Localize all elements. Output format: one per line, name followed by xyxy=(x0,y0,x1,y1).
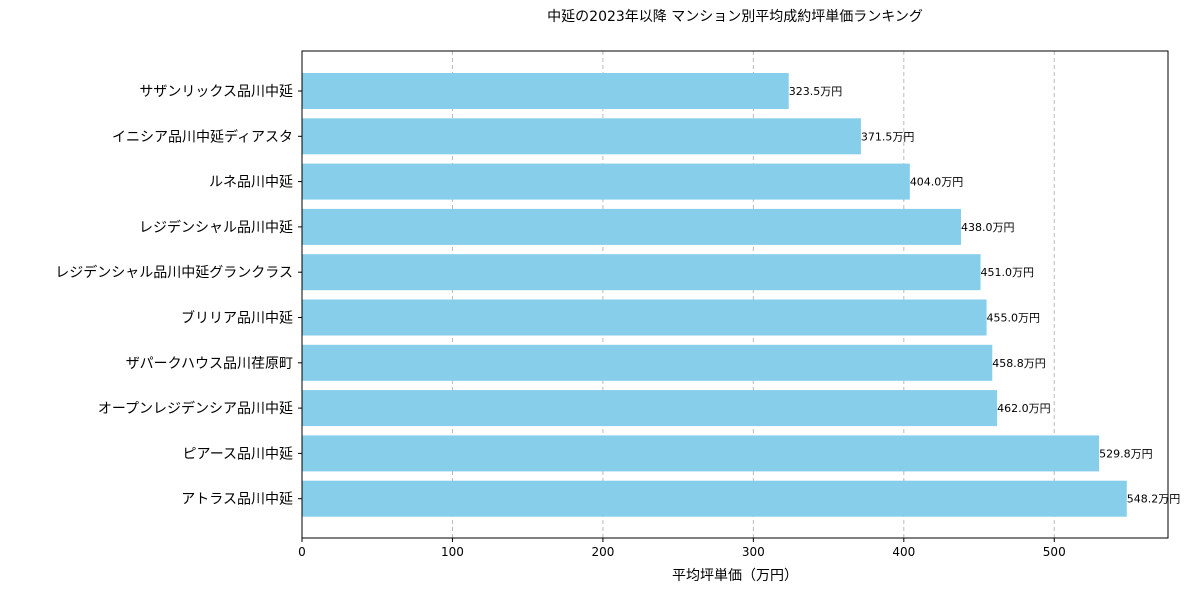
data-label: 455.0万円 xyxy=(987,312,1040,325)
bar xyxy=(302,118,861,155)
y-tick-label: ブリリア品川中延 xyxy=(181,310,293,327)
y-tick-label: ザパークハウス品川荏原町 xyxy=(126,356,293,372)
data-label: 529.8万円 xyxy=(1099,447,1153,460)
y-tick-label: レジデンシャル品川中延 xyxy=(139,219,293,236)
y-tick-label: ピアース品川中延 xyxy=(183,446,293,462)
bar xyxy=(302,299,987,336)
y-tick-label: サザンリックス品川中延 xyxy=(139,84,293,100)
y-tick-label: アトラス品川中延 xyxy=(181,492,293,508)
chart-title: 中延の2023年以降 マンション別平均成約坪単価ランキング xyxy=(547,9,923,25)
y-tick-label: ルネ品川中延 xyxy=(209,175,293,191)
data-label: 371.5万円 xyxy=(861,130,915,143)
bar xyxy=(302,73,789,109)
bar xyxy=(302,390,998,427)
data-label: 458.8万円 xyxy=(992,357,1046,370)
y-tick-label: オープンレジデンシア品川中延 xyxy=(98,400,293,417)
bar xyxy=(302,344,993,381)
data-label: 548.2万円 xyxy=(1127,493,1181,506)
bar xyxy=(302,208,961,245)
bar xyxy=(302,435,1100,472)
y-tick-label: レジデンシャル品川中延グランクラス xyxy=(55,264,293,281)
x-tick-label: 100 xyxy=(441,545,464,559)
bar xyxy=(302,163,910,200)
data-label: 462.0万円 xyxy=(997,402,1051,415)
bar xyxy=(302,254,981,291)
x-tick-label: 0 xyxy=(298,545,306,559)
x-tick-label: 300 xyxy=(742,545,765,559)
x-tick-label: 400 xyxy=(892,545,915,559)
data-label: 438.0万円 xyxy=(961,221,1015,234)
x-axis-label: 平均坪単価（万円） xyxy=(672,568,798,584)
y-tick-label: イニシア品川中延ディアスタ xyxy=(112,128,293,145)
plot-frame xyxy=(301,50,1169,539)
data-label: 323.5万円 xyxy=(789,85,843,98)
data-label: 404.0万円 xyxy=(910,176,964,189)
x-tick-label: 200 xyxy=(591,545,614,559)
bar xyxy=(302,480,1127,517)
x-tick-label: 500 xyxy=(1043,545,1066,559)
data-label: 451.0万円 xyxy=(981,266,1034,279)
